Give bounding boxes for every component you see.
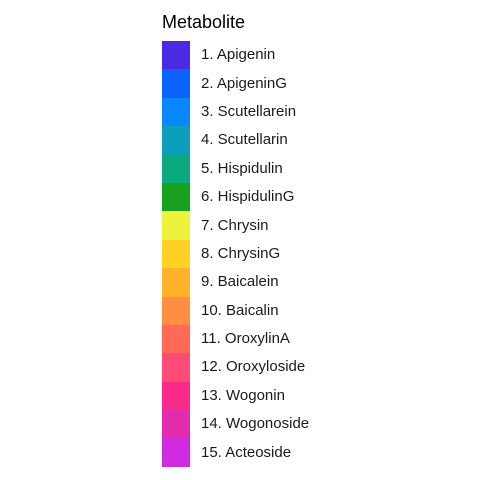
legend-item: 10. Baicalin — [162, 296, 309, 325]
legend: Metabolite 1. Apigenin 2. ApigeninG 3. Scu… — [162, 11, 309, 467]
legend-label: 1. Apigenin — [201, 46, 276, 64]
legend-label: 7. Chrysin — [201, 216, 269, 234]
legend-item: 8. ChrysinG — [162, 239, 309, 269]
legend-swatch — [162, 381, 190, 411]
legend-label: 13. Wogonin — [201, 386, 285, 404]
legend-swatch — [162, 69, 190, 98]
legend-item: 5. Hispidulin — [162, 154, 309, 183]
legend-item: 12. Oroxyloside — [162, 353, 309, 382]
legend-label: 5. Hispidulin — [201, 159, 283, 177]
legend-item: 3. Scutellarein — [162, 97, 309, 127]
legend-swatch — [162, 182, 190, 212]
legend-label: 6. HispidulinG — [201, 188, 295, 206]
legend-swatch — [162, 126, 190, 155]
legend-label: 4. Scutellarin — [201, 131, 288, 149]
legend-item: 11. OroxylinA — [162, 324, 309, 354]
legend-item: 4. Scutellarin — [162, 126, 309, 155]
legend-swatch — [162, 353, 190, 382]
legend-swatch — [162, 296, 190, 325]
legend-swatch — [162, 239, 190, 269]
legend-list: 1. Apigenin 2. ApigeninG 3. Scutellarein 4.… — [162, 41, 309, 467]
legend-swatch — [162, 41, 190, 70]
legend-label: 12. Oroxyloside — [201, 358, 306, 376]
legend-swatch — [162, 211, 190, 240]
legend-item: 9. Baicalein — [162, 268, 309, 297]
legend-label: 2. ApigeninG — [201, 74, 287, 92]
legend-swatch — [162, 324, 190, 354]
legend-item: 6. HispidulinG — [162, 182, 309, 212]
legend-swatch — [162, 410, 190, 439]
legend-item: 13. Wogonin — [162, 381, 309, 411]
legend-label: 10. Baicalin — [201, 301, 279, 319]
legend-label: 15. Acteoside — [201, 443, 292, 461]
legend-label: 14. Wogonoside — [201, 415, 310, 433]
legend-swatch — [162, 154, 190, 183]
legend-item: 7. Chrysin — [162, 211, 309, 240]
legend-item: 1. Apigenin — [162, 41, 309, 70]
legend-swatch — [162, 268, 190, 297]
legend-label: 11. OroxylinA — [201, 330, 290, 348]
legend-item: 14. Wogonoside — [162, 410, 310, 439]
legend-label: 9. Baicalein — [201, 273, 279, 291]
legend-swatch — [162, 97, 190, 127]
legend-item: 15. Acteoside — [162, 438, 309, 467]
legend-swatch — [162, 438, 190, 467]
legend-item: 2. ApigeninG — [162, 69, 309, 98]
legend-label: 3. Scutellarein — [201, 102, 297, 120]
legend-title: Metabolite — [162, 12, 246, 32]
legend-label: 8. ChrysinG — [201, 244, 281, 262]
